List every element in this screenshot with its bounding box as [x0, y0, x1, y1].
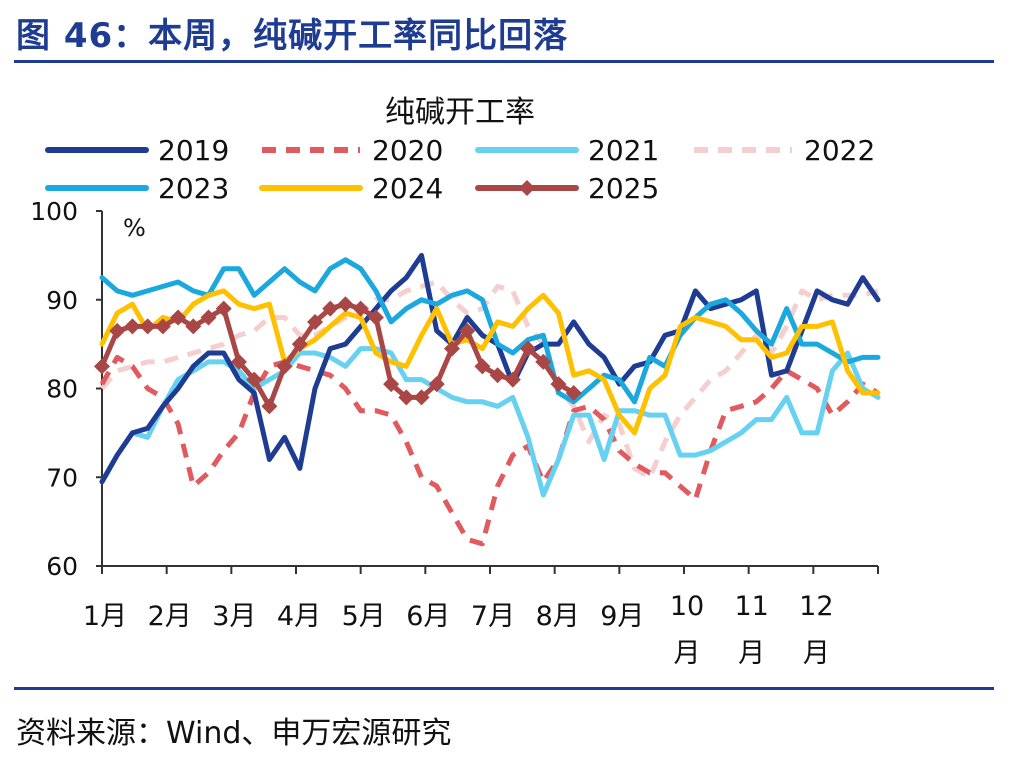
series-2025-point: [398, 389, 415, 406]
x-tick-label: 5月: [342, 601, 386, 632]
series-2025-point: [428, 376, 445, 393]
series-2024-line: [99, 288, 881, 436]
series-2025-point: [261, 398, 278, 415]
chart-title: 纯碱开工率: [385, 95, 535, 130]
series-2025-point: [215, 300, 232, 317]
series-2025-point: [154, 318, 171, 335]
series-2025-point: [459, 322, 476, 339]
legend-label-2024: 2024: [372, 172, 443, 205]
series-2023-line: [99, 257, 881, 405]
series-2025-point: [139, 318, 156, 335]
legend-label-2021: 2021: [588, 134, 659, 167]
legend-marker-2025: [519, 180, 535, 196]
series-2025-point: [276, 358, 293, 375]
x-tick-label: 4月: [277, 601, 321, 632]
series-2025-point: [535, 353, 552, 370]
series-2025-point: [307, 313, 324, 330]
series-2025-point: [352, 300, 369, 317]
legend-label-2019: 2019: [158, 134, 229, 167]
x-tick-label: 12 月: [799, 591, 833, 669]
x-tick-label: 2月: [148, 601, 192, 632]
series-2025-point: [550, 376, 567, 393]
series-2025-point: [124, 318, 141, 335]
legend: 2019 2020 2021 2022 2023 2024 2025: [45, 134, 875, 205]
series-2025-point: [367, 309, 384, 326]
x-tick-label: 9月: [600, 601, 644, 632]
series-2025-point: [185, 318, 202, 335]
series-2025-point: [443, 340, 460, 357]
series-2025-point: [109, 322, 126, 339]
x-tick-label: 11 月: [734, 591, 768, 669]
plot-area: [94, 252, 881, 547]
series-2025-point: [246, 371, 263, 388]
bottom-divider: [14, 687, 994, 690]
series-2025-point: [200, 309, 217, 326]
axes: 60 70 80 90 100 1月 2月 3月 4月 5月 6月 7月 8月 9月 10 月 11 月 12 月: [30, 197, 879, 669]
x-tick-label: 6月: [406, 601, 450, 632]
legend-label-2025: 2025: [588, 172, 659, 205]
source-note: 资料来源：Wind、申万宏源研究: [16, 716, 452, 751]
legend-label-2020: 2020: [372, 134, 443, 167]
series-2025-point: [383, 376, 400, 393]
x-tick-label: 3月: [212, 601, 256, 632]
series-2025-point: [337, 296, 354, 313]
series-2025-point: [94, 358, 110, 375]
series-2025-point: [474, 358, 491, 375]
series-2025-point: [520, 340, 537, 357]
y-tick-label: 80: [46, 375, 78, 404]
y-tick-label: 90: [46, 286, 78, 315]
series-2025-point: [489, 367, 506, 384]
series-2025-point: [413, 389, 430, 406]
y-tick-label: 70: [46, 463, 78, 492]
y-tick-label: 60: [46, 552, 78, 581]
legend-label-2022: 2022: [804, 134, 875, 167]
series-2025-point: [565, 384, 582, 401]
x-tick-label: 8月: [536, 601, 580, 632]
top-divider: [14, 60, 994, 63]
series-2025-point: [291, 336, 308, 353]
y-unit-label: %: [123, 214, 146, 242]
x-tick-label: 1月: [83, 601, 127, 632]
series-2025-point: [230, 353, 247, 370]
x-tick-label: 10 月: [670, 591, 704, 669]
figure-title: 图 46：本周，纯碱开工率同比回落: [16, 16, 569, 56]
series-2020-line: [99, 354, 880, 547]
series-2025-point: [504, 371, 521, 388]
series-2025-point: [322, 300, 339, 317]
series-2025-point: [170, 309, 187, 326]
y-tick-label: 100: [30, 197, 78, 226]
legend-label-2023: 2023: [158, 172, 229, 205]
x-tick-label: 7月: [471, 601, 515, 632]
